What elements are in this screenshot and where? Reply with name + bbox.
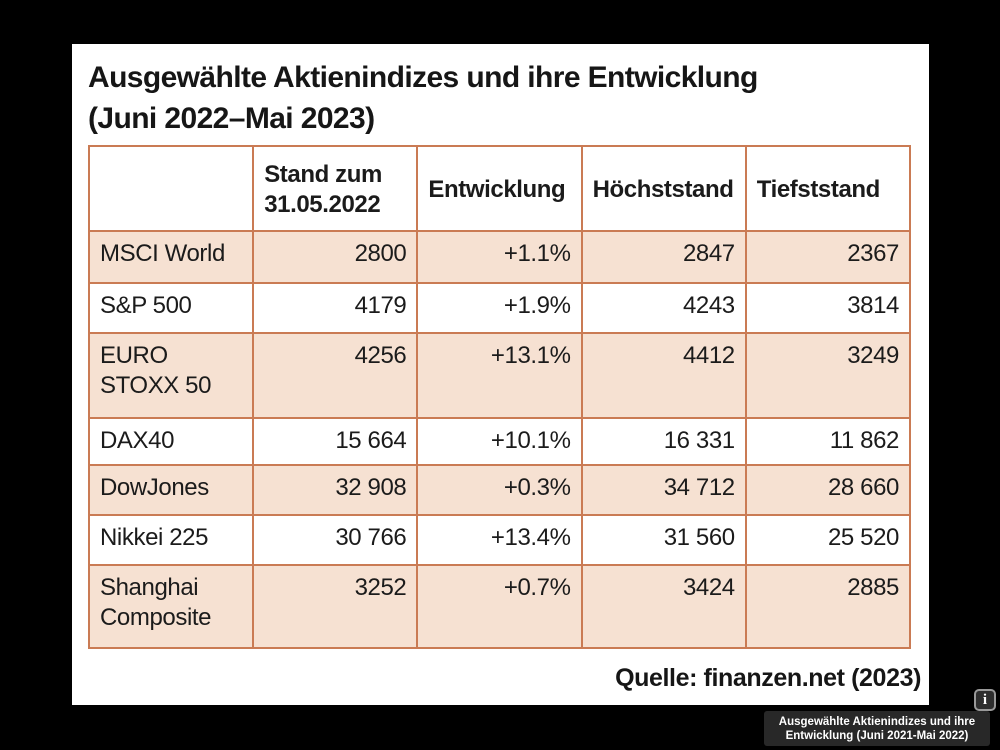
- info-icon[interactable]: i: [974, 689, 996, 711]
- index-name: S&P 500: [87, 282, 255, 334]
- index-name: MSCI World: [87, 230, 255, 284]
- stand-value: 15 664: [252, 417, 419, 466]
- header-stand-zum: Stand zum 31.05.2022: [252, 145, 419, 232]
- stand-value: 3252: [252, 564, 419, 649]
- hoechststand-value: 31 560: [580, 514, 747, 566]
- table-row: DAX40 15 664 +10.1% 16 331 11 862: [87, 417, 912, 466]
- entwicklung-value: +1.1%: [416, 230, 583, 284]
- hoechststand-value: 2847: [580, 230, 747, 284]
- hoechststand-value: 4412: [580, 332, 747, 419]
- tiefststand-value: 3814: [744, 282, 912, 334]
- stand-value: 4179: [252, 282, 419, 334]
- entwicklung-value: +0.3%: [416, 464, 583, 516]
- table-row: Nikkei 225 30 766 +13.4% 31 560 25 520: [87, 514, 912, 566]
- stand-value: 32 908: [252, 464, 419, 516]
- index-name: Nikkei 225: [87, 514, 255, 566]
- stand-value: 2800: [252, 230, 419, 284]
- entwicklung-value: +0.7%: [416, 564, 583, 649]
- hoechststand-value: 3424: [580, 564, 747, 649]
- stand-value: 4256: [252, 332, 419, 419]
- entwicklung-value: +10.1%: [416, 417, 583, 466]
- hoechststand-value: 16 331: [580, 417, 747, 466]
- table-row: Shanghai Composite 3252 +0.7% 3424 2885: [87, 564, 912, 649]
- hoechststand-value: 4243: [580, 282, 747, 334]
- tiefststand-value: 3249: [744, 332, 912, 419]
- table-row: EURO STOXX 50 4256 +13.1% 4412 3249: [87, 332, 912, 419]
- caption-label: Ausgewählte Aktienindizes und ihre Entwi…: [764, 711, 990, 746]
- index-name: EURO STOXX 50: [87, 332, 255, 419]
- tiefststand-value: 2367: [744, 230, 912, 284]
- entwicklung-value: +13.4%: [416, 514, 583, 566]
- hoechststand-value: 34 712: [580, 464, 747, 516]
- index-name: Shanghai Composite: [87, 564, 255, 649]
- entwicklung-value: +1.9%: [416, 282, 583, 334]
- tiefststand-value: 25 520: [744, 514, 912, 566]
- entwicklung-value: +13.1%: [416, 332, 583, 419]
- table-row: MSCI World 2800 +1.1% 2847 2367: [87, 230, 912, 284]
- header-entwicklung: Entwicklung: [416, 145, 583, 232]
- index-name: DowJones: [87, 464, 255, 516]
- table-row: S&P 500 4179 +1.9% 4243 3814: [87, 282, 912, 334]
- tiefststand-value: 28 660: [744, 464, 912, 516]
- table-row: DowJones 32 908 +0.3% 34 712 28 660: [87, 464, 912, 516]
- tiefststand-value: 11 862: [744, 417, 912, 466]
- page-title: Ausgewählte Aktienindizes und ihre Entwi…: [88, 61, 758, 135]
- infographic-card: Ausgewählte Aktienindizes und ihre Entwi…: [72, 44, 929, 705]
- header-tiefststand: Tiefststand: [744, 145, 912, 232]
- table-header-row: Stand zum 31.05.2022 Entwicklung Höchsts…: [87, 145, 912, 232]
- stand-value: 30 766: [252, 514, 419, 566]
- header-empty-cell: [87, 145, 255, 232]
- header-hoechststand: Höchststand: [580, 145, 747, 232]
- index-name: DAX40: [87, 417, 255, 466]
- source-attribution: Quelle: finanzen.net (2023): [615, 664, 921, 692]
- indices-table: Stand zum 31.05.2022 Entwicklung Höchsts…: [87, 145, 912, 649]
- tiefststand-value: 2885: [744, 564, 912, 649]
